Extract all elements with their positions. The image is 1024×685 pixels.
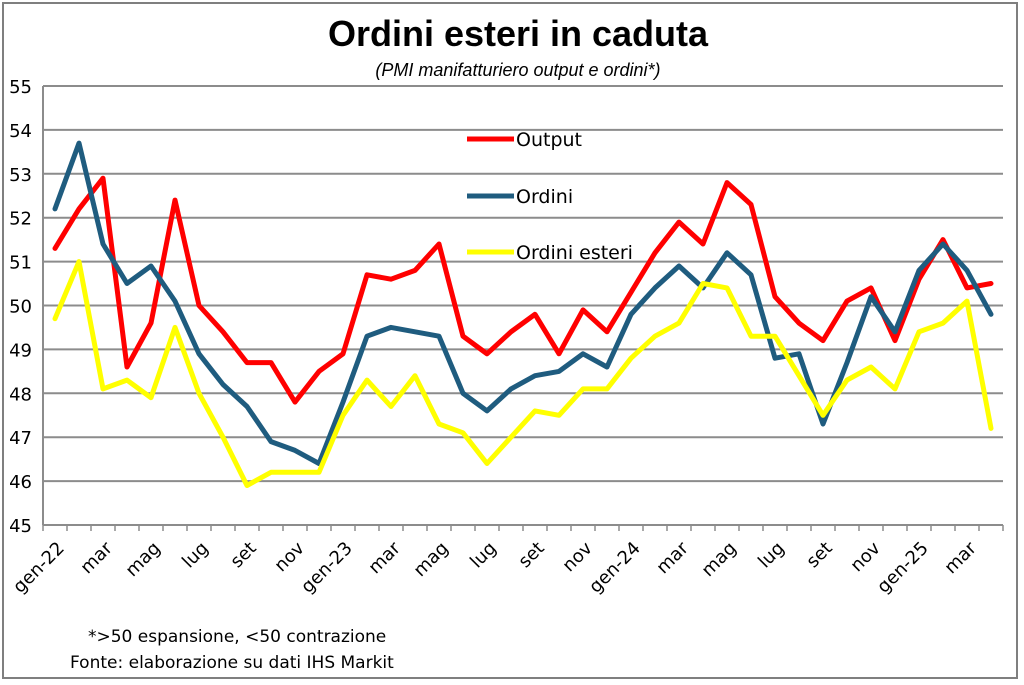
- x-tick-label-mar: mar: [940, 537, 981, 578]
- x-tick-label-gen-22: gen-22: [9, 538, 69, 598]
- legend-label-output: Output: [516, 129, 582, 151]
- x-tick-label-set: set: [226, 538, 260, 572]
- footnote-source: Fonte: elaborazione su dati IHS Markit: [70, 653, 394, 673]
- series-line-output: [52, 175, 994, 405]
- x-tick-label-nov: nov: [270, 538, 308, 576]
- x-tick-label-lug: lug: [466, 538, 501, 573]
- x-tick-label-nov: nov: [846, 538, 884, 576]
- x-tick-label-nov: nov: [558, 538, 596, 576]
- legend-label-ordini: Ordini: [516, 186, 573, 208]
- x-tick-label-mar: mar: [364, 537, 405, 578]
- y-tick-label-53: 53: [9, 165, 32, 186]
- gridlines: [43, 85, 1003, 526]
- x-tick-label-mag: mag: [410, 538, 453, 581]
- legend-label-ordini-esteri: Ordini esteri: [516, 242, 633, 264]
- y-tick-label-49: 49: [9, 340, 32, 361]
- y-axis-ticks: 45 46 47 48 49 50 51 52 53 54 55: [9, 77, 32, 537]
- x-tick-label-mag: mag: [698, 538, 741, 581]
- y-tick-label-46: 46: [9, 472, 32, 493]
- footnote-expansion: *>50 espansione, <50 contrazione: [88, 627, 386, 647]
- y-tick-label-45: 45: [9, 516, 32, 537]
- chart-subtitle: (PMI manifatturiero output e ordini*): [375, 60, 660, 80]
- x-tick-label-gen-25: gen-25: [873, 538, 933, 598]
- x-tick-label-gen-24: gen-24: [585, 538, 645, 598]
- x-tick-label-set: set: [514, 538, 548, 572]
- legend: Output Ordini Ordini esteri: [467, 129, 633, 264]
- chart-title: Ordini esteri in caduta: [328, 13, 709, 54]
- y-tick-label-54: 54: [9, 121, 32, 142]
- y-tick-label-47: 47: [9, 428, 32, 449]
- y-tick-label-51: 51: [9, 253, 32, 274]
- series-line-ordini-esteri: [52, 259, 994, 488]
- series-lines: [52, 140, 994, 488]
- x-tick-label-set: set: [802, 538, 836, 572]
- x-tick-label-mar: mar: [652, 537, 693, 578]
- x-tick-label-lug: lug: [754, 538, 789, 573]
- x-tick-label-mar: mar: [76, 537, 117, 578]
- axis-lines: [42, 86, 1004, 531]
- y-tick-label-55: 55: [9, 77, 32, 98]
- x-tick-label-gen-23: gen-23: [297, 538, 357, 598]
- x-tick-label-mag: mag: [122, 538, 165, 581]
- y-tick-label-48: 48: [9, 384, 32, 405]
- x-tick-label-lug: lug: [178, 538, 213, 573]
- y-tick-label-50: 50: [9, 297, 32, 318]
- y-tick-label-52: 52: [9, 209, 32, 230]
